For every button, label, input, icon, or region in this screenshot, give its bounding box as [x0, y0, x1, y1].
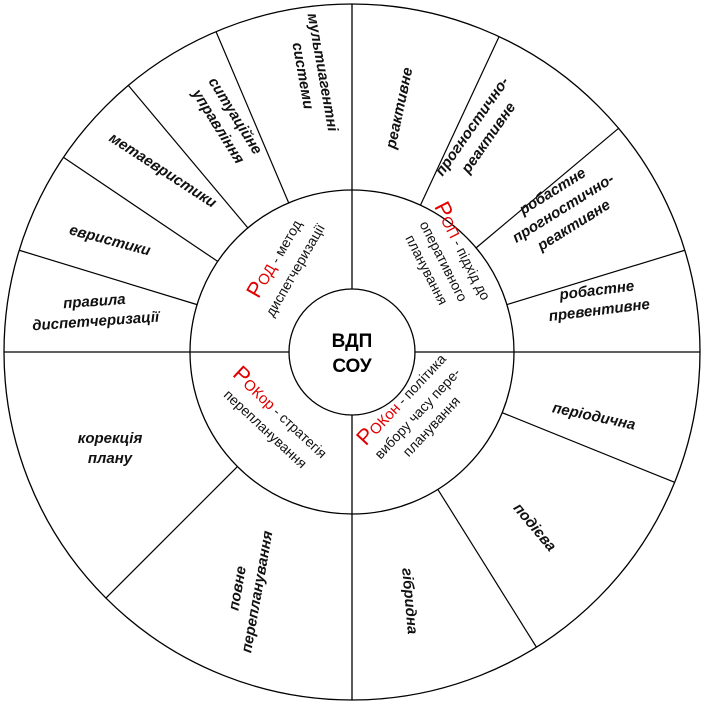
rokon-segment-divider — [437, 489, 537, 648]
wheel-lines — [3, 3, 701, 701]
rod-segment-divider — [215, 31, 290, 204]
rop-segment-divider — [475, 127, 619, 249]
segment-label-line: плану — [88, 450, 133, 467]
segment-label-line: гібридна — [398, 567, 421, 635]
rop-segment-divider — [419, 36, 500, 206]
segment-label-line: правила — [63, 291, 127, 312]
rod-segment-divider — [63, 156, 219, 262]
rokon-segment-2: гібридна — [398, 567, 421, 635]
rokon-segment-divider — [501, 412, 675, 483]
rokor-segment-0: корекція плану — [78, 430, 143, 467]
rokor-segment-divider — [105, 466, 238, 599]
rop-segment-divider — [506, 249, 685, 306]
center-label: ВДП СОУ — [332, 331, 373, 377]
rod-segment-divider — [127, 85, 249, 229]
center-line-2: СОУ — [332, 356, 372, 377]
rod-segment-divider — [19, 249, 198, 306]
center-line-1: ВДП — [332, 331, 373, 352]
segment-label-line: корекція — [78, 430, 143, 447]
